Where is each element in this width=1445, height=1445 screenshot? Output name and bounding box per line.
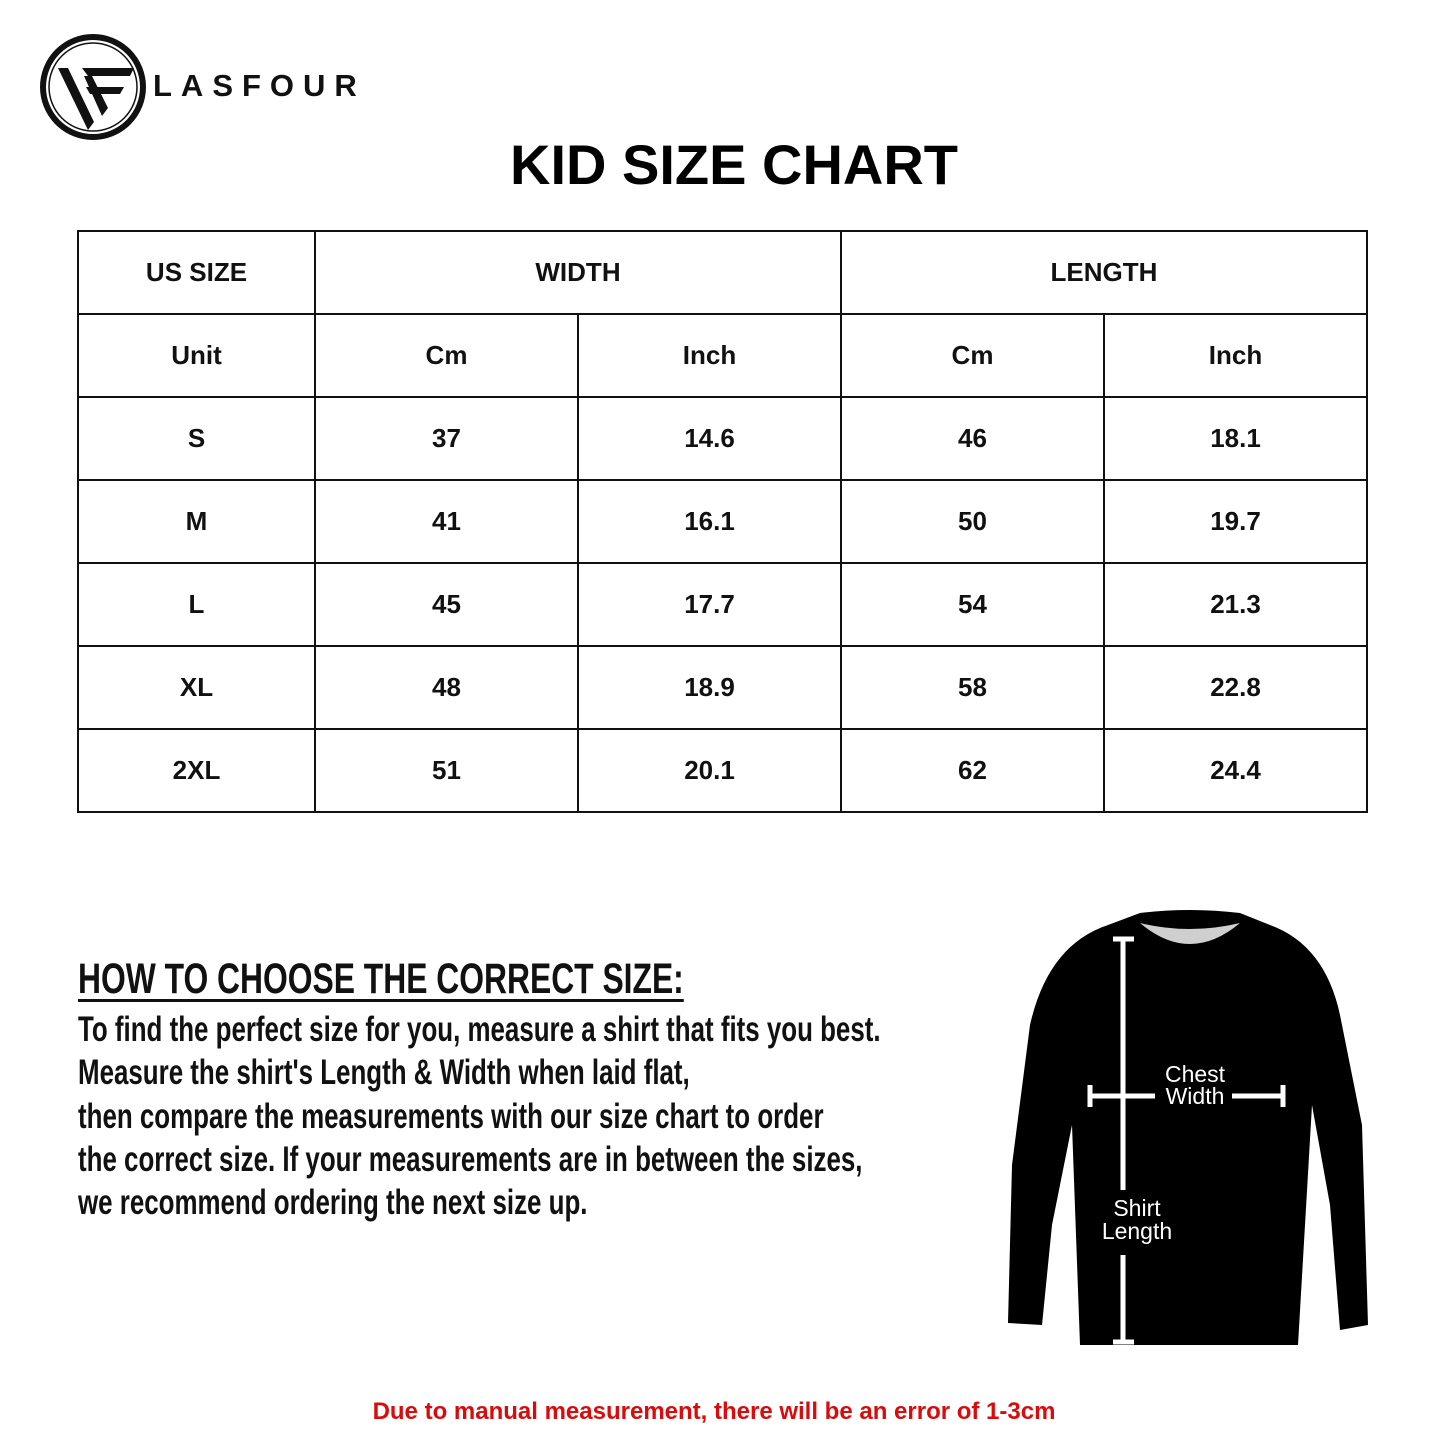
value-cell: 51	[314, 728, 579, 813]
length-label: Shirt	[1113, 1195, 1161, 1221]
value-cell: 14.6	[577, 396, 842, 481]
table-unit-row: Unit Cm Inch Cm Inch	[77, 313, 1368, 398]
guide-line: Measure the shirt's Length & Width when …	[78, 1053, 690, 1092]
size-cell: XL	[77, 645, 316, 730]
shirt-diagram: Chest Width Shirt Length	[1008, 910, 1368, 1345]
size-cell: 2XL	[77, 728, 316, 813]
measure-lines	[1087, 936, 1286, 1345]
length-label: Length	[1102, 1218, 1172, 1244]
unit-cell: Cm	[840, 313, 1105, 398]
value-cell: 20.1	[577, 728, 842, 813]
value-cell: 54	[840, 562, 1105, 647]
table-row: L 45 17.7 54 21.3	[77, 562, 1368, 647]
guide-heading: HOW TO CHOOSE THE CORRECT SIZE:	[78, 955, 684, 1003]
shirt-icon	[1008, 910, 1368, 1345]
value-cell: 46	[840, 396, 1105, 481]
value-cell: 41	[314, 479, 579, 564]
size-cell: S	[77, 396, 316, 481]
value-cell: 16.1	[577, 479, 842, 564]
lasfour-logo-icon	[40, 34, 146, 140]
unit-cell: Unit	[77, 313, 316, 398]
table-header-row: US SIZE WIDTH LENGTH	[77, 230, 1368, 315]
chest-label: Chest	[1165, 1061, 1226, 1087]
unit-cell: Cm	[314, 313, 579, 398]
value-cell: 22.8	[1103, 645, 1368, 730]
guide-line: the correct size. If your measurements a…	[78, 1140, 863, 1179]
value-cell: 62	[840, 728, 1105, 813]
unit-cell: Inch	[1103, 313, 1368, 398]
size-cell: M	[77, 479, 316, 564]
value-cell: 58	[840, 645, 1105, 730]
value-cell: 17.7	[577, 562, 842, 647]
shirt-collar	[1140, 923, 1240, 944]
guide-line: we recommend ordering the next size up.	[78, 1183, 588, 1222]
brand-name: LASFOUR	[153, 68, 366, 103]
unit-cell: Inch	[577, 313, 842, 398]
value-cell: 48	[314, 645, 579, 730]
header-cell: US SIZE	[77, 230, 316, 315]
value-cell: 18.1	[1103, 396, 1368, 481]
table-row: S 37 14.6 46 18.1	[77, 396, 1368, 481]
table-row: 2XL 51 20.1 62 24.4	[77, 728, 1368, 813]
value-cell: 18.9	[577, 645, 842, 730]
size-table: US SIZE WIDTH LENGTH Unit Cm Inch Cm Inc…	[77, 230, 1368, 813]
value-cell: 19.7	[1103, 479, 1368, 564]
table-row: XL 48 18.9 58 22.8	[77, 645, 1368, 730]
page-title: KID SIZE CHART	[510, 133, 958, 196]
value-cell: 21.3	[1103, 562, 1368, 647]
value-cell: 24.4	[1103, 728, 1368, 813]
guide-line: To find the perfect size for you, measur…	[78, 1010, 881, 1049]
size-cell: L	[77, 562, 316, 647]
measurement-note: Due to manual measurement, there will be…	[372, 1398, 1056, 1425]
value-cell: 50	[840, 479, 1105, 564]
table-row: M 41 16.1 50 19.7	[77, 479, 1368, 564]
value-cell: 45	[314, 562, 579, 647]
value-cell: 37	[314, 396, 579, 481]
chest-label: Width	[1166, 1083, 1225, 1109]
header-cell: LENGTH	[840, 230, 1368, 315]
guide-line: then compare the measurements with our s…	[78, 1097, 824, 1136]
header-cell: WIDTH	[314, 230, 842, 315]
